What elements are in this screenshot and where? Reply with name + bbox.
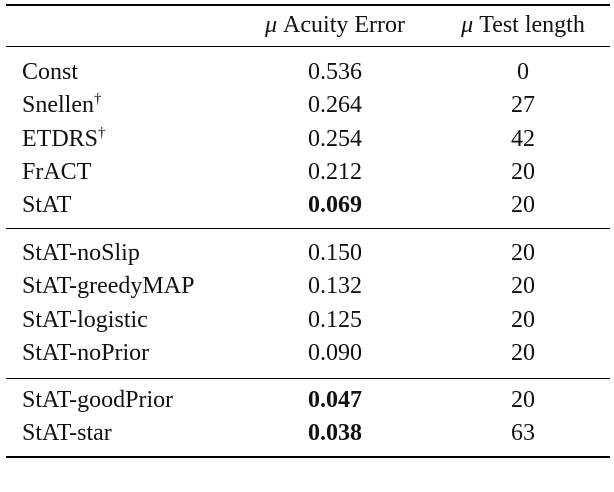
- method-name: StAT: [22, 192, 72, 219]
- test-length: 27: [511, 92, 535, 119]
- row-name: StAT-goodPrior: [22, 385, 173, 415]
- test-length: 20: [511, 158, 535, 185]
- test-length: 63: [511, 420, 535, 447]
- acuity-error: 0.125: [308, 306, 362, 333]
- acuity-error: 0.536: [308, 59, 362, 85]
- row-name: StAT: [22, 190, 71, 220]
- table-rule: [6, 378, 610, 379]
- acuity-error: 0.150: [308, 240, 362, 266]
- acuity-error: 0.090: [308, 339, 362, 366]
- column-header: μ Test length: [461, 10, 585, 40]
- column-header: μ Acuity Error: [265, 10, 405, 40]
- test-length: 20: [511, 339, 535, 366]
- footnote-mark: †: [98, 124, 106, 141]
- row-name: StAT-noPrior: [22, 338, 149, 368]
- table-rule: [6, 228, 610, 229]
- method-name: StAT-logistic: [22, 306, 148, 333]
- row-name: Const: [22, 57, 78, 87]
- test-length: 42: [511, 125, 535, 152]
- test-length: 20: [511, 273, 535, 300]
- method-name: Snellen: [22, 92, 94, 119]
- test-length: 20: [511, 387, 535, 413]
- header-text: Acuity Error: [283, 12, 406, 38]
- method-name: StAT-noSlip: [22, 240, 140, 266]
- table-rule: [6, 4, 610, 6]
- test-length: 20: [511, 192, 535, 219]
- acuity-error: 0.069: [308, 192, 362, 219]
- header-symbol: μ: [461, 12, 474, 38]
- method-name: StAT-greedyMAP: [22, 273, 195, 300]
- table-rule: [6, 46, 610, 47]
- row-name: Snellen†: [22, 90, 102, 120]
- method-name: StAT-goodPrior: [22, 387, 174, 413]
- table-rule: [6, 456, 610, 458]
- acuity-error: 0.132: [308, 273, 362, 300]
- row-name: StAT-logistic: [22, 305, 148, 335]
- acuity-error: 0.047: [308, 387, 362, 413]
- method-name: FrACT: [22, 158, 92, 185]
- row-name: StAT-noSlip: [22, 238, 140, 268]
- row-name: ETDRS†: [22, 124, 106, 154]
- header-symbol: μ: [264, 12, 278, 38]
- test-length: 20: [511, 306, 535, 333]
- method-name: Const: [22, 59, 79, 85]
- method-name: ETDRS: [22, 125, 99, 152]
- row-name: StAT-star: [22, 418, 112, 448]
- test-length: 20: [511, 240, 535, 266]
- method-name: StAT-star: [22, 420, 112, 447]
- test-length: 0: [517, 59, 529, 85]
- header-text: Test length: [479, 12, 585, 38]
- acuity-error: 0.254: [308, 125, 362, 152]
- method-name: StAT-noPrior: [22, 339, 150, 366]
- row-name: FrACT: [22, 157, 91, 187]
- acuity-error: 0.264: [308, 92, 362, 119]
- acuity-error: 0.212: [308, 158, 362, 185]
- acuity-error: 0.038: [308, 420, 362, 447]
- row-name: StAT-greedyMAP: [22, 271, 194, 301]
- footnote-mark: †: [94, 91, 102, 108]
